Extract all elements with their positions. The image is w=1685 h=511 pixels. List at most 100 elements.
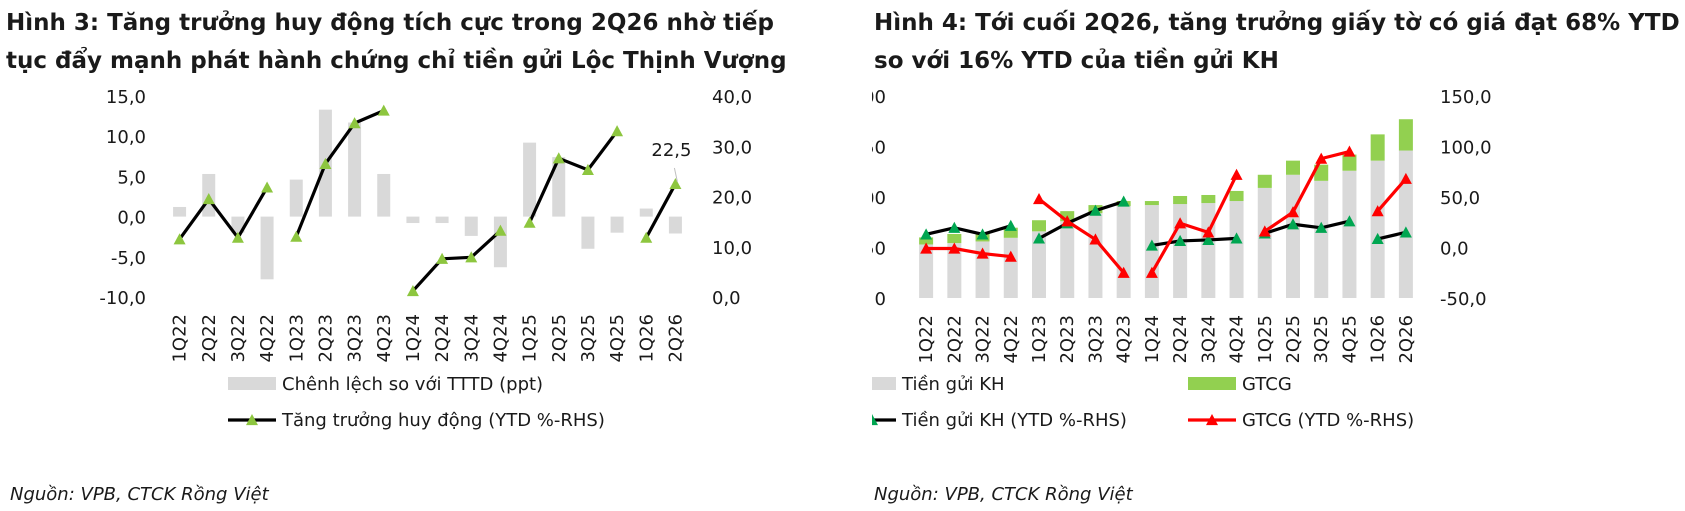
x-axis-tick-label: 2Q25: [549, 314, 570, 363]
marker-tang-truong-huy-dong: [406, 284, 419, 297]
bar-tien-gui-kh: [1032, 231, 1046, 298]
marker-gtcg-ytd: [1287, 206, 1299, 218]
line-gtcg-ytd: [1150, 174, 1238, 274]
right-axis-tick-label: 150,0: [1440, 87, 1492, 108]
bar-tien-gui-kh: [1257, 187, 1272, 298]
marker-tien-gui-kh-ytd: [1145, 239, 1158, 251]
marker-tien-gui-kh-ytd: [948, 221, 961, 233]
marker-tang-truong-huy-dong: [261, 181, 274, 193]
right-axis-tick-label: 50,0: [1440, 188, 1480, 209]
bar-gtcg: [1398, 119, 1413, 151]
marker-tang-truong-huy-dong: [202, 193, 215, 205]
right-axis-tick-label: 40,0: [712, 87, 752, 108]
x-axis-tick-label: 3Q23: [345, 314, 366, 363]
legend-label-gtcg: GTCG: [1242, 374, 1292, 395]
marker-tien-gui-kh-ytd: [1315, 221, 1328, 233]
line-gtcg-ytd: [1038, 197, 1125, 274]
left-axis-tick-label: -5,0: [111, 248, 146, 269]
bar-chenh-lech: [668, 216, 682, 234]
marker-tien-gui-kh-ytd: [1117, 195, 1130, 207]
marker-tien-gui-kh-ytd: [1004, 219, 1017, 231]
figure-4-title-line2: so với 16% YTD của tiền gửi KH: [874, 48, 1279, 74]
line-gtcg-ytd: [926, 246, 1011, 259]
x-axis-tick-label: 2Q22: [944, 315, 965, 364]
legend-label-gtcg-ytd: GTCG (YTD %-RHS): [1242, 410, 1414, 431]
x-axis-tick-label: 4Q22: [257, 314, 278, 363]
bar-chenh-lech: [552, 157, 566, 217]
left-axis-tick-label: 1.000: [872, 87, 886, 108]
marker-tang-truong-huy-dong: [640, 231, 653, 243]
bar-chenh-lech: [435, 216, 449, 224]
x-axis-tick-label: 1Q24: [1142, 315, 1163, 364]
legend-swatch-gtcg: [1188, 377, 1236, 390]
x-axis-tick-label: 2Q26: [1396, 315, 1417, 364]
bar-tien-gui-kh: [1116, 206, 1131, 298]
legend-label-tien-gui-kh: Tiền gửi KH: [901, 374, 1005, 395]
x-axis-tick-label: 4Q25: [1339, 315, 1360, 364]
bar-chenh-lech: [173, 206, 187, 217]
marker-tang-truong-huy-dong: [465, 251, 478, 263]
bar-gtcg: [947, 233, 962, 244]
marker-tien-gui-kh-ytd: [1343, 215, 1356, 227]
x-axis-tick-label: 4Q24: [490, 314, 511, 363]
bar-chenh-lech: [289, 179, 303, 217]
bar-tien-gui-kh: [1398, 150, 1413, 298]
annotation-leader-line: [673, 167, 678, 183]
marker-gtcg-ytd: [1315, 152, 1328, 164]
bar-tien-gui-kh: [1088, 213, 1103, 298]
x-axis-tick-label: 2Q25: [1283, 315, 1304, 364]
bar-gtcg: [1257, 174, 1272, 188]
bar-tien-gui-kh: [1314, 180, 1329, 298]
bar-gtcg: [1003, 227, 1018, 238]
left-axis-tick-label: 500: [872, 188, 886, 209]
marker-tang-truong-huy-dong: [377, 104, 390, 116]
marker-gtcg-ytd: [920, 242, 933, 254]
x-axis-tick-label: 1Q25: [520, 314, 541, 363]
marker-tien-gui-kh-ytd: [1371, 232, 1384, 245]
marker-gtcg-ytd: [1145, 266, 1158, 278]
bar-chenh-lech: [581, 216, 595, 249]
marker-tien-gui-kh-ytd: [1287, 218, 1299, 230]
line-tien-gui-kh-ytd: [1038, 200, 1125, 240]
bar-chenh-lech: [231, 216, 245, 233]
legend-marker-tang-truong: [246, 414, 258, 426]
marker-gtcg-ytd: [1061, 215, 1074, 227]
marker-gtcg-ytd: [976, 247, 989, 259]
marker-tien-gui-kh-ytd: [1202, 233, 1215, 246]
x-axis-tick-label: 1Q24: [403, 314, 424, 363]
x-axis-tick-label: 3Q25: [578, 314, 599, 363]
line-tang-truong-huy-dong: [411, 229, 502, 293]
x-axis-tick-label: 2Q22: [199, 314, 220, 363]
marker-gtcg-ytd: [1089, 233, 1102, 245]
bar-tien-gui-kh: [1342, 170, 1357, 298]
figure-4-chart: 1.0007505002500150,0100,050,00,0-50,0Ngh…: [872, 87, 1492, 431]
figure-3-panel: Hình 3: Tăng trưởng huy động tích cực tr…: [0, 0, 840, 511]
bar-chenh-lech: [377, 173, 391, 217]
legend-label-chenh-lech: Chênh lệch so với TTTD (ppt): [282, 374, 543, 395]
marker-gtcg-ytd: [1202, 226, 1215, 238]
right-axis-tick-label: 100,0: [1440, 138, 1492, 159]
right-axis-tick-label: -50,0: [1440, 289, 1487, 310]
bar-chenh-lech: [464, 216, 478, 236]
right-axis-tick-label: 10,0: [712, 238, 752, 259]
bar-chenh-lech: [639, 208, 653, 217]
line-tang-truong-huy-dong: [528, 130, 619, 224]
bar-gtcg: [1314, 164, 1329, 181]
bar-gtcg: [1286, 160, 1300, 175]
left-axis-tick-label: 0,0: [117, 208, 146, 229]
line-tang-truong-huy-dong: [644, 183, 677, 239]
marker-tien-gui-kh-ytd: [1399, 226, 1412, 238]
marker-tang-truong-huy-dong: [523, 216, 536, 228]
legend-label-tang-truong: Tăng trưởng huy động (YTD %-RHS): [281, 410, 605, 431]
marker-tang-truong-huy-dong: [552, 152, 565, 164]
x-axis-tick-label: 3Q25: [1311, 315, 1332, 364]
x-axis-tick-label: 3Q24: [461, 314, 482, 363]
marker-tang-truong-huy-dong: [348, 117, 361, 129]
bar-gtcg: [919, 237, 934, 245]
line-gtcg-ytd: [1263, 149, 1350, 233]
left-axis-tick-label: 10,0: [106, 127, 146, 148]
left-axis-tick-label: 250: [872, 239, 886, 260]
bar-tien-gui-kh: [947, 243, 962, 298]
x-axis-tick-label: 3Q23: [1085, 315, 1106, 364]
left-axis-tick-label: 750: [872, 138, 886, 159]
